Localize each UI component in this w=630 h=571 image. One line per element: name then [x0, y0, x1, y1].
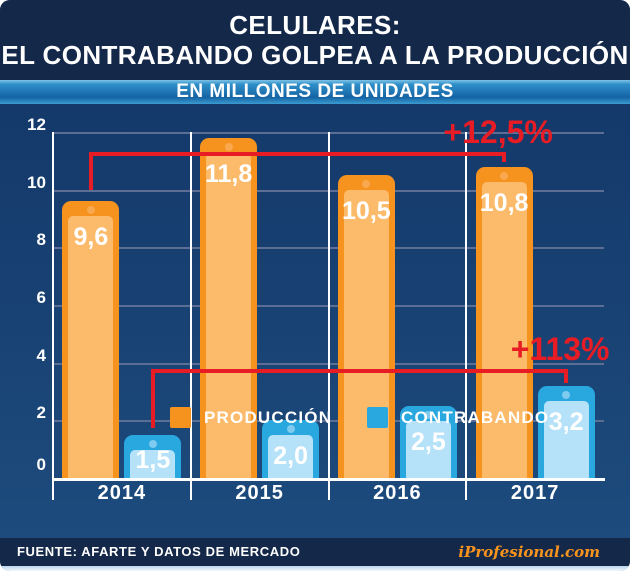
annotation-label-0: +12,5%: [443, 113, 553, 150]
phone-screen: [543, 400, 589, 478]
phone-camera-dot-icon: [562, 390, 571, 399]
phone-screen: [405, 420, 451, 478]
legend-label-contrabando: CONTRABANDO: [401, 407, 550, 427]
bar-value-label: 10,8: [479, 188, 529, 217]
source-text: FUENTE: AFARTE Y DATOS DE MERCADO: [17, 544, 301, 559]
bar-produccion-2017: 10,8: [475, 166, 533, 478]
legend-item-contrabando: CONTRABANDO: [367, 407, 549, 428]
column-separator-1: [189, 132, 192, 500]
bar-value-label: 10,5: [342, 197, 391, 226]
column-separator-2: [327, 132, 330, 500]
header: CELULARES: EL CONTRABANDO GOLPEA A LA PR…: [0, 0, 630, 80]
annotation-line-h-1: [150, 369, 569, 374]
bar-value-label: 3,2: [548, 407, 584, 436]
y-axis-label-6: 6: [36, 288, 46, 307]
phone-screen: [206, 152, 252, 478]
y-axis-label-8: 8: [36, 230, 46, 250]
subtitle-band: EN MILLONES DE UNIDADES: [0, 80, 630, 104]
page-title-line2: EL CONTRABANDO GOLPEA A LA PRODUCCIÓN: [1, 40, 629, 70]
bottom-edge-strip: [0, 566, 630, 571]
annotation-label-1: +113%: [510, 331, 610, 368]
y-axis-label-0: 0: [36, 455, 46, 474]
y-axis-line: [52, 132, 54, 500]
phone-camera-dot-icon: [86, 206, 95, 215]
bar-value-label: 2,0: [273, 442, 308, 471]
phone-camera-dot-icon: [424, 410, 433, 419]
brand-logo: iProfesional.com: [458, 543, 600, 561]
bar-value-label: 11,8: [204, 159, 253, 188]
legend-item-produccion: PRODUCCIÓN: [170, 407, 332, 428]
produccion-swatch-icon: [170, 407, 191, 428]
bar-contrabando-2015: 2,0: [262, 420, 320, 478]
x-axis-label-2015: 2015: [235, 482, 284, 504]
bar-produccion-2014: 9,6: [62, 201, 120, 478]
legend-label-produccion: PRODUCCIÓN: [204, 407, 333, 427]
page-title-line1: CELULARES:: [229, 10, 401, 40]
x-axis-label-2017: 2017: [510, 482, 560, 504]
annotation-line-h-0: [88, 151, 507, 156]
phone-screen: [68, 216, 114, 478]
phone-screen: [343, 190, 389, 478]
annotation-line-from-1: [150, 369, 155, 428]
column-separator-3: [465, 132, 468, 500]
x-axis-label-2014: 2014: [97, 482, 147, 504]
bar-contrabando-2017: 3,2: [537, 385, 595, 478]
x-axis-label-2016: 2016: [373, 482, 422, 504]
y-axis-label-2: 2: [36, 403, 46, 423]
x-axis-line: [52, 478, 605, 481]
phone-screen: [268, 435, 314, 478]
phone-camera-dot-icon: [224, 142, 233, 151]
chart-plot: 0 2 4 6 8 10 12 9,6 1,5 2014 11,8 2,0 2015 10,5 2,5 201…: [0, 104, 630, 538]
y-axis-label-4: 4: [36, 345, 46, 365]
bar-value-label: 9,6: [73, 223, 109, 252]
bar-produccion-2015: 11,8: [200, 137, 258, 478]
bar-contrabando-2014: 1,5: [124, 434, 182, 478]
y-axis-label-10: 10: [27, 172, 46, 192]
bar-contrabando-2016: 2,5: [399, 405, 457, 478]
phone-screen: [130, 449, 176, 478]
phone-screen: [481, 181, 527, 478]
contrabando-swatch-icon: [367, 407, 388, 428]
annotation-line-from-0: [88, 151, 93, 190]
annotation-line-to-1: [564, 369, 569, 383]
bar-value-label: 2,5: [410, 427, 446, 456]
phone-camera-dot-icon: [148, 439, 157, 448]
bar-produccion-2016: 10,5: [337, 175, 395, 478]
phone-camera-dot-icon: [500, 171, 509, 180]
bar-value-label: 1,5: [135, 446, 171, 474]
phone-camera-dot-icon: [362, 180, 371, 189]
y-axis-label-12: 12: [27, 115, 46, 134]
footer: FUENTE: AFARTE Y DATOS DE MERCADO iProfe…: [0, 538, 630, 566]
annotation-line-to-0: [502, 151, 507, 163]
phone-camera-dot-icon: [286, 425, 295, 434]
